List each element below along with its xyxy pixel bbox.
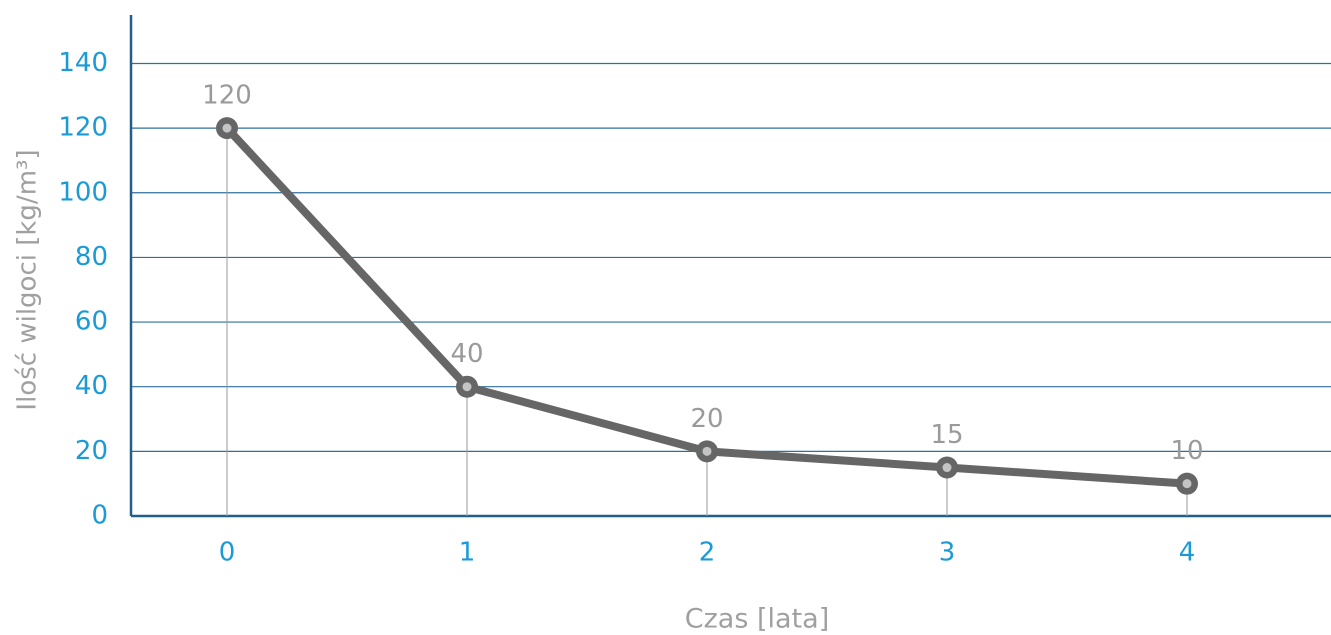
data-label: 10 [1170,436,1203,466]
y-tick-label: 120 [58,113,108,143]
data-label: 40 [450,339,483,369]
y-tick-label: 20 [75,436,108,466]
x-axis-label: Czas [lata] [685,604,829,635]
data-label: 15 [930,420,963,450]
marker-center [462,382,472,392]
x-tick-label: 3 [939,538,956,568]
marker-center [702,446,712,456]
y-tick-label: 80 [75,242,108,272]
y-tick-label: 60 [75,307,108,337]
y-tick-label: 0 [91,501,108,531]
y-tick-label: 100 [58,177,108,207]
x-tick-label: 4 [1179,538,1196,568]
data-label: 120 [202,81,252,111]
x-tick-label: 0 [219,538,236,568]
y-tick-label: 40 [75,371,108,401]
marker-center [222,123,232,133]
data-label: 20 [690,404,723,434]
x-tick-label: 1 [459,538,476,568]
y-axis-label: Ilość wilgoci [kg/m³] [13,149,43,410]
marker-center [942,463,952,473]
y-tick-label: 140 [58,48,108,78]
x-tick-label: 2 [699,538,716,568]
marker-center [1182,479,1192,489]
